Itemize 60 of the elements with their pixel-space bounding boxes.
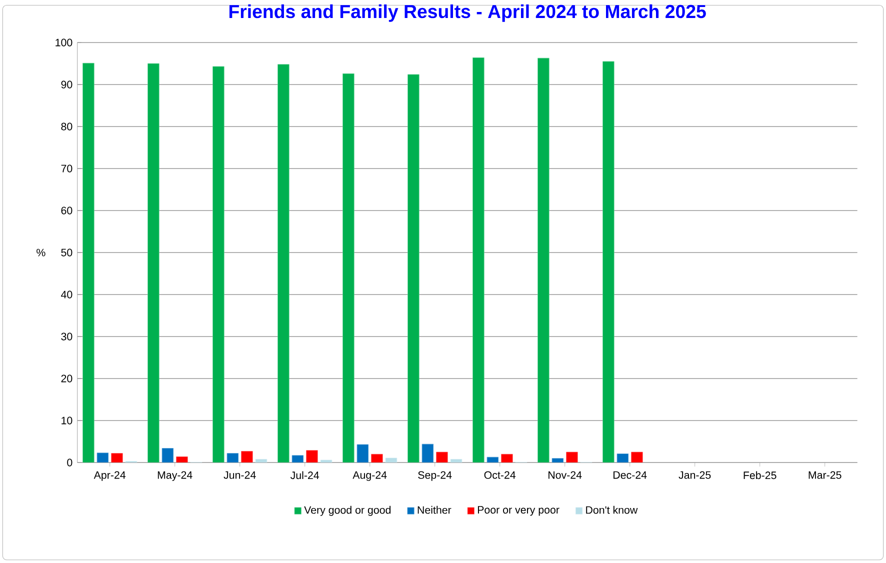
y-tick-label: 80 <box>61 122 72 131</box>
bar <box>436 452 448 463</box>
x-tick-label: Jan-25 <box>678 471 711 480</box>
bar <box>552 458 564 463</box>
bar <box>255 459 268 463</box>
y-tick-label: 90 <box>61 80 72 89</box>
bar <box>371 454 383 463</box>
legend-label: Poor or very poor <box>478 506 560 516</box>
bar <box>408 74 420 463</box>
bar <box>241 451 253 463</box>
legend-label: Don't know <box>586 506 638 514</box>
x-tick-label: Jul-24 <box>290 471 320 480</box>
bar <box>212 66 224 463</box>
x-tick-label: Aug-24 <box>352 471 387 482</box>
y-tick-label: 100 <box>56 38 72 47</box>
bar <box>176 456 188 463</box>
bar <box>501 454 513 463</box>
bar <box>306 450 318 463</box>
y-tick-label: 40 <box>61 290 72 299</box>
x-tick-label: Mar-25 <box>808 471 842 480</box>
bar <box>566 452 578 463</box>
x-tick-label: Dec-24 <box>614 471 647 480</box>
bar <box>356 444 369 463</box>
y-axis-title: % <box>36 249 46 256</box>
bar <box>111 453 123 463</box>
bar <box>486 457 499 463</box>
x-tick-label: Feb-25 <box>744 471 776 480</box>
bar <box>450 459 462 463</box>
bar <box>602 61 614 463</box>
x-tick-label: Apr-24 <box>94 471 126 482</box>
y-tick-label: 10 <box>62 416 72 425</box>
bar <box>320 460 332 463</box>
bar <box>538 58 550 463</box>
y-tick-label: 60 <box>61 206 72 215</box>
bar <box>422 444 434 463</box>
y-tick-label: 70 <box>61 164 72 173</box>
bar <box>472 58 484 463</box>
bar <box>292 455 304 463</box>
y-tick-label: 30 <box>61 332 72 341</box>
x-tick-label: Oct-24 <box>484 471 516 480</box>
bar <box>82 63 94 463</box>
legend-label: Very good or good <box>304 506 391 516</box>
bar <box>631 452 643 463</box>
x-tick-label: Nov-24 <box>548 471 582 480</box>
x-tick-label: May-24 <box>158 471 192 482</box>
x-tick-label: Jun-24 <box>224 471 256 480</box>
bar <box>278 64 290 463</box>
bar <box>148 64 160 463</box>
bar <box>96 452 109 463</box>
bar <box>616 454 629 463</box>
x-tick-label: Sep-24 <box>418 471 452 482</box>
bar <box>342 74 354 463</box>
legend-label: Neither <box>418 506 452 514</box>
bar <box>162 448 174 463</box>
chart-title: Friends and Family Results - April 2024 to March 2025 <box>229 4 706 22</box>
y-tick-label: 0 <box>67 458 72 467</box>
y-tick-label: 50 <box>61 248 72 257</box>
y-tick-label: 20 <box>61 374 72 383</box>
bar <box>226 453 239 463</box>
bar <box>385 458 398 463</box>
